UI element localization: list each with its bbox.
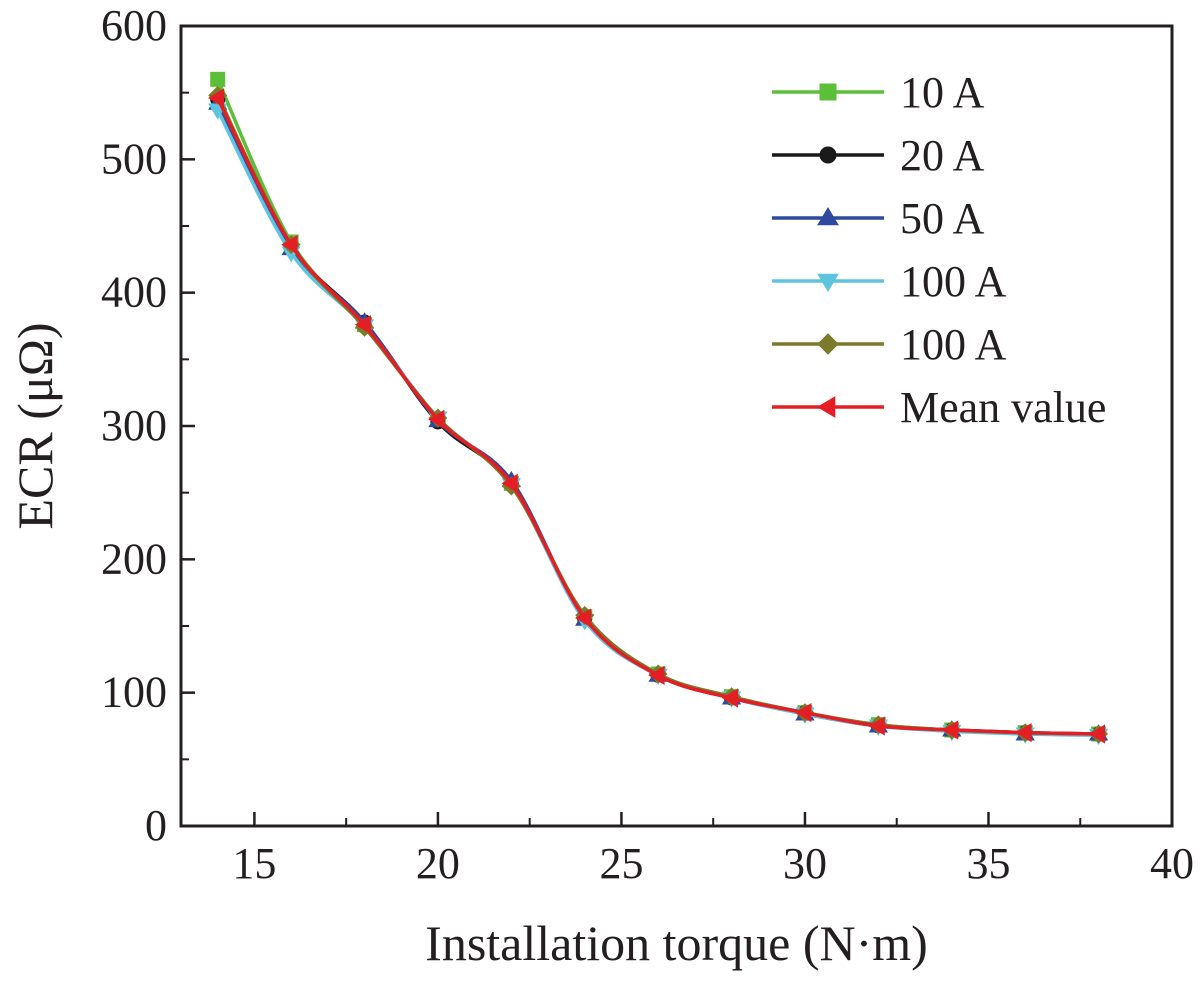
y-tick-label: 600 — [101, 1, 167, 50]
legend-item: 100 A — [772, 257, 1007, 306]
legend-item: Mean value — [772, 383, 1106, 432]
legend-label: 100 A — [900, 320, 1007, 369]
data-point — [501, 473, 518, 493]
legend-label: Mean value — [900, 383, 1106, 432]
data-point — [575, 608, 592, 628]
x-tick-label: 15 — [232, 839, 276, 888]
data-point — [648, 665, 665, 685]
x-tick-label: 40 — [1150, 839, 1194, 888]
data-point — [795, 703, 812, 723]
data-point — [1088, 724, 1106, 744]
data-point — [868, 716, 885, 736]
legend-label: 10 A — [900, 68, 985, 117]
plot-area — [207, 71, 1109, 746]
series-5 — [207, 88, 1106, 744]
y-tick-label: 100 — [101, 668, 167, 717]
legend-marker — [817, 207, 839, 226]
y-tick-label: 0 — [145, 801, 167, 850]
x-tick-label: 35 — [966, 839, 1010, 888]
legend-item: 100 A — [772, 320, 1007, 369]
legend-marker — [817, 273, 839, 292]
data-point — [942, 720, 959, 740]
legend-marker — [817, 396, 836, 418]
series-line — [216, 97, 1099, 736]
data-point — [1015, 723, 1032, 743]
legend-item: 10 A — [772, 68, 985, 117]
y-tick-label: 200 — [101, 534, 167, 583]
x-tick-label: 20 — [416, 839, 460, 888]
x-tick-label: 30 — [783, 839, 827, 888]
legend-item: 50 A — [772, 194, 985, 243]
legend-marker — [819, 146, 837, 164]
y-axis-title: ECR (μΩ) — [7, 322, 63, 529]
data-point — [281, 235, 298, 255]
legend-marker — [819, 83, 837, 101]
x-axis: 15 20 25 30 35 40 — [232, 812, 1194, 888]
legend: 10 A 20 A 50 A 100 A 100 A Mean value — [772, 68, 1106, 432]
legend-label: 100 A — [900, 257, 1007, 306]
data-point — [721, 688, 739, 708]
data-point — [428, 409, 445, 429]
y-tick-label: 300 — [101, 401, 167, 450]
legend-marker — [817, 333, 839, 355]
y-tick-label: 500 — [101, 134, 167, 183]
y-axis: 0 100 200 300 400 500 600 — [101, 1, 195, 850]
data-point — [210, 71, 226, 87]
x-tick-label: 25 — [599, 839, 643, 888]
legend-item: 20 A — [772, 131, 985, 180]
data-point — [207, 88, 225, 108]
legend-label: 50 A — [900, 194, 985, 243]
legend-label: 20 A — [900, 131, 985, 180]
y-tick-label: 400 — [101, 268, 167, 317]
x-axis-title: Installation torque (N·m) — [425, 915, 928, 971]
data-point — [354, 315, 371, 335]
